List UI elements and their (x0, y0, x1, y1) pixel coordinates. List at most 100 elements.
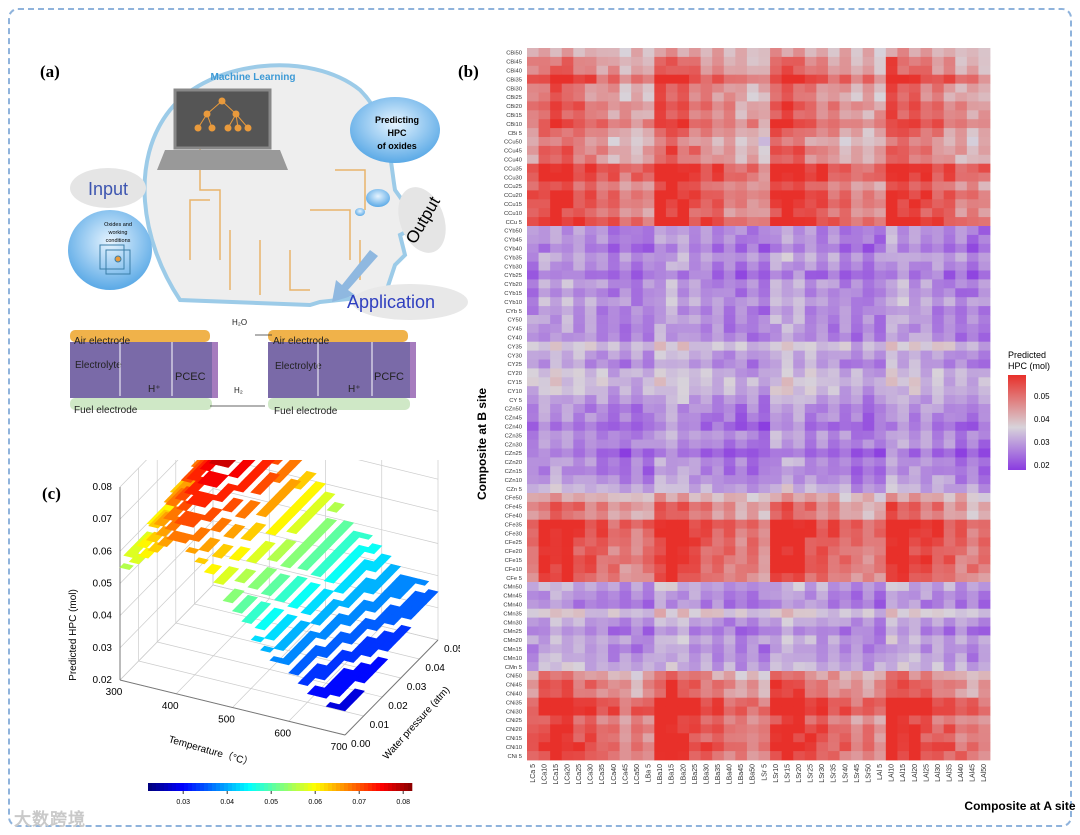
heatmap-cell (746, 421, 759, 432)
heatmap-cell (920, 252, 933, 262)
colorbar-segment (228, 783, 233, 791)
heatmap-cell (908, 208, 921, 218)
heatmap-cell (862, 377, 875, 387)
heatmap-cell (654, 217, 667, 227)
heatmap-cell (966, 377, 979, 387)
heatmap-cell (851, 706, 864, 716)
laptop-icon (157, 88, 288, 170)
heatmap-cell (527, 412, 539, 423)
heatmap-cell (897, 493, 910, 503)
heatmap-cell (550, 226, 563, 236)
ml-title: Machine Learning (210, 72, 295, 83)
heatmap-cell (631, 74, 644, 84)
heatmap-cell (735, 679, 748, 690)
heatmap-cell (978, 430, 991, 440)
heatmap-cell (642, 510, 655, 521)
heatmap-cell (770, 501, 783, 512)
heatmap-cell (920, 359, 933, 369)
heatmap-cell (700, 599, 713, 610)
heatmap-cell (932, 635, 945, 645)
heatmap-cell (746, 315, 759, 325)
heatmap-cell (897, 662, 910, 672)
heatmap-cell (932, 56, 945, 67)
heatmap-cell (793, 519, 806, 529)
heatmap-cell (839, 172, 852, 182)
heatmap-cell (943, 697, 956, 707)
arrow-icon (332, 250, 378, 302)
heatmap-cell (538, 751, 551, 761)
heatmap-cell (677, 599, 690, 610)
heatmap-cell (978, 742, 991, 752)
heatmap-cell (758, 368, 771, 378)
heatmap-cell (966, 217, 979, 227)
heatmap-cell (943, 635, 956, 645)
surface-patch (199, 464, 214, 472)
heatmap-cell (712, 671, 725, 681)
heatmap-cell (689, 751, 702, 761)
heatmap-cell (804, 733, 817, 743)
heatmap-cell (596, 448, 609, 458)
heatmap-cell (596, 439, 609, 449)
heatmap-cell (758, 234, 771, 245)
heatmap-cell (932, 733, 945, 743)
heatmap-cell (561, 128, 574, 138)
heatmap-cell (851, 644, 864, 654)
heatmap-cell (932, 119, 945, 129)
heatmap-cell (735, 243, 748, 254)
heatmap-cell (943, 154, 956, 165)
row-label: CCu15 (504, 202, 522, 208)
heatmap-cell (839, 145, 852, 156)
heatmap-cell (700, 137, 713, 147)
heatmap-cell (735, 501, 748, 512)
heatmap-cell (966, 421, 979, 432)
heatmap-cell (735, 208, 748, 218)
heatmap-cell (735, 297, 748, 307)
heatmap-cell (689, 172, 702, 182)
heatmap-cell (978, 599, 991, 610)
heatmap-cell (874, 715, 887, 725)
heatmap-cell (619, 208, 632, 218)
heatmap-cell (654, 697, 667, 707)
heatmap-cell (770, 573, 783, 583)
heatmap-cell (654, 323, 667, 334)
heatmap-cell (851, 181, 864, 191)
heatmap-cell (608, 644, 620, 654)
heatmap-cell (770, 448, 783, 458)
heatmap-cell (584, 48, 597, 58)
heatmap-cell (654, 475, 667, 485)
heatmap-cell (897, 306, 910, 316)
heatmap-cell (874, 199, 887, 209)
heatmap-cell (746, 742, 759, 752)
heatmap-cell (874, 653, 887, 663)
heatmap-cell (804, 697, 817, 707)
colorbar-segment (152, 783, 157, 791)
heatmap-cell (932, 199, 945, 209)
heatmap-cell (550, 617, 563, 627)
heatmap-cell (561, 270, 574, 280)
heatmap-cell (689, 510, 702, 521)
heatmap-cell (978, 404, 991, 414)
heatmap-cell (804, 48, 817, 58)
heatmap-cell (827, 439, 840, 449)
heatmap-cell (862, 573, 875, 583)
heatmap-cell (908, 510, 921, 521)
heatmap-cell (978, 519, 991, 529)
heatmap-cell (885, 582, 898, 592)
heatmap-cell (816, 546, 829, 556)
heatmap-cell (584, 421, 597, 432)
heatmap-cell (816, 617, 829, 627)
heatmap-cell (839, 128, 852, 138)
heatmap-cell (932, 128, 945, 138)
heatmap-cell (573, 74, 586, 84)
heatmap-cell (885, 484, 898, 494)
heatmap-cell (874, 608, 887, 618)
heatmap-cell (642, 493, 655, 503)
heatmap-cell (943, 92, 956, 102)
heatmap-cell (908, 386, 921, 396)
heatmap-cell (665, 315, 678, 325)
heatmap-cell (654, 315, 667, 325)
heatmap-cell (781, 154, 794, 165)
heatmap-cell (700, 350, 713, 360)
heatmap-cell (689, 697, 702, 707)
heatmap-cell (874, 172, 887, 182)
